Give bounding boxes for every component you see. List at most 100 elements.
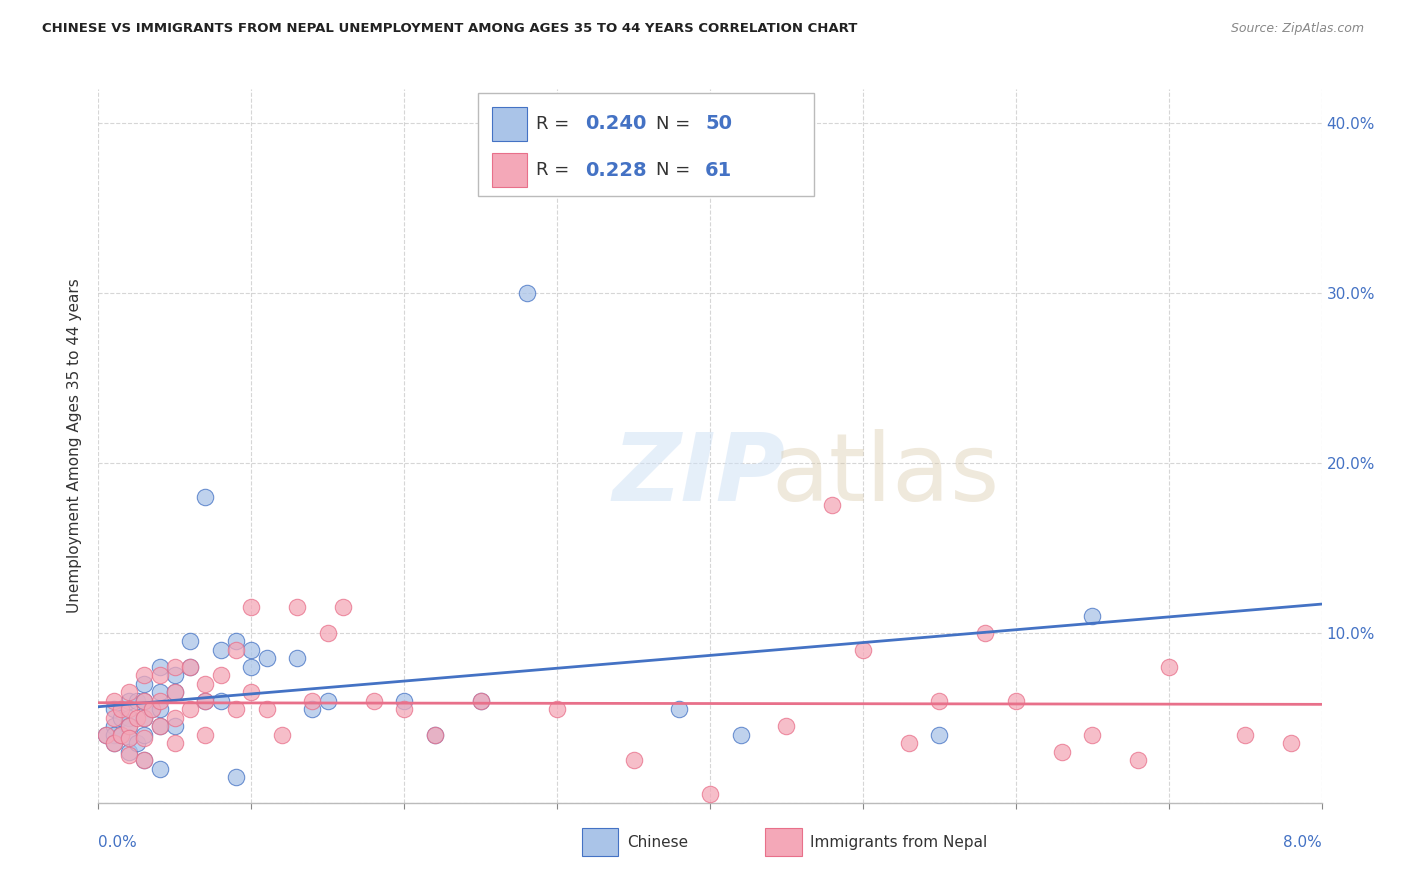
Text: N =: N = (657, 161, 696, 179)
Point (240, 685, 263, 699)
Text: ZIP: ZIP (612, 428, 785, 521)
Point (179, 660, 201, 674)
Point (149, 685, 172, 699)
Point (194, 677, 217, 691)
Text: atlas: atlas (772, 428, 1000, 521)
Point (516, 286, 538, 301)
Point (546, 702, 568, 716)
Point (149, 762, 172, 776)
Point (94, 728, 117, 742)
Point (209, 694, 232, 708)
Point (134, 753, 156, 767)
Point (194, 694, 217, 708)
Point (103, 728, 125, 742)
Point (1128, 753, 1150, 767)
Point (225, 702, 247, 716)
Point (852, 643, 875, 657)
Point (134, 711, 156, 725)
Point (256, 702, 278, 716)
Point (134, 677, 156, 691)
Point (134, 728, 156, 742)
Y-axis label: Unemployment Among Ages 35 to 44 years: Unemployment Among Ages 35 to 44 years (67, 278, 83, 614)
Point (392, 694, 416, 708)
Point (149, 702, 172, 716)
Text: Chinese: Chinese (627, 835, 688, 849)
Point (1081, 608, 1104, 623)
Point (149, 660, 172, 674)
Point (301, 694, 323, 708)
Point (118, 719, 141, 733)
Point (163, 719, 186, 733)
Point (103, 736, 125, 750)
Point (125, 694, 148, 708)
Point (928, 728, 950, 742)
Point (194, 728, 217, 742)
Point (125, 736, 148, 750)
Text: Immigrants from Nepal: Immigrants from Nepal (810, 835, 987, 849)
Point (149, 719, 172, 733)
Point (149, 694, 172, 708)
Point (134, 668, 156, 682)
Point (118, 702, 141, 716)
Point (285, 651, 308, 665)
Point (1050, 745, 1073, 759)
Text: 8.0%: 8.0% (1282, 835, 1322, 850)
Point (134, 731, 156, 746)
Point (897, 736, 920, 750)
Text: 0.0%: 0.0% (98, 835, 138, 850)
Point (1279, 736, 1302, 750)
Point (163, 685, 186, 699)
Point (141, 702, 163, 716)
Text: 61: 61 (706, 161, 733, 180)
Point (110, 702, 132, 716)
Text: R =: R = (536, 115, 575, 133)
Point (110, 728, 132, 742)
Point (470, 694, 492, 708)
Point (240, 600, 263, 615)
Point (623, 753, 645, 767)
Point (668, 702, 690, 716)
Point (470, 694, 492, 708)
Point (316, 694, 339, 708)
Point (194, 490, 217, 504)
Point (149, 719, 172, 733)
Point (225, 643, 247, 657)
Point (392, 702, 416, 716)
Point (134, 694, 156, 708)
Point (316, 626, 339, 640)
Point (163, 685, 186, 699)
Point (301, 702, 323, 716)
FancyBboxPatch shape (492, 153, 527, 187)
Point (240, 643, 263, 657)
Point (149, 668, 172, 682)
Point (134, 753, 156, 767)
Point (209, 643, 232, 657)
Point (118, 745, 141, 759)
Text: 0.240: 0.240 (585, 114, 647, 133)
Point (110, 728, 132, 742)
Point (240, 660, 263, 674)
Point (179, 702, 201, 716)
Point (821, 499, 844, 513)
Point (118, 731, 141, 746)
Point (118, 694, 141, 708)
Point (94, 728, 117, 742)
Point (423, 728, 446, 742)
Point (270, 728, 294, 742)
Point (163, 668, 186, 682)
Point (209, 668, 232, 682)
Point (103, 711, 125, 725)
Text: Source: ZipAtlas.com: Source: ZipAtlas.com (1230, 22, 1364, 36)
Point (1157, 660, 1180, 674)
Point (134, 694, 156, 708)
Point (163, 736, 186, 750)
Point (225, 770, 247, 784)
Point (103, 736, 125, 750)
Point (775, 719, 797, 733)
Point (118, 685, 141, 699)
Point (225, 634, 247, 648)
Point (125, 711, 148, 725)
Point (928, 694, 950, 708)
Point (256, 651, 278, 665)
Point (110, 711, 132, 725)
